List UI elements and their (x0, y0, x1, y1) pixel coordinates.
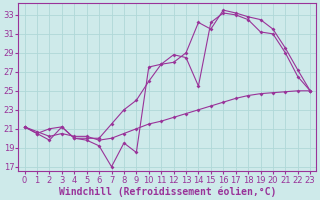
X-axis label: Windchill (Refroidissement éolien,°C): Windchill (Refroidissement éolien,°C) (59, 186, 276, 197)
